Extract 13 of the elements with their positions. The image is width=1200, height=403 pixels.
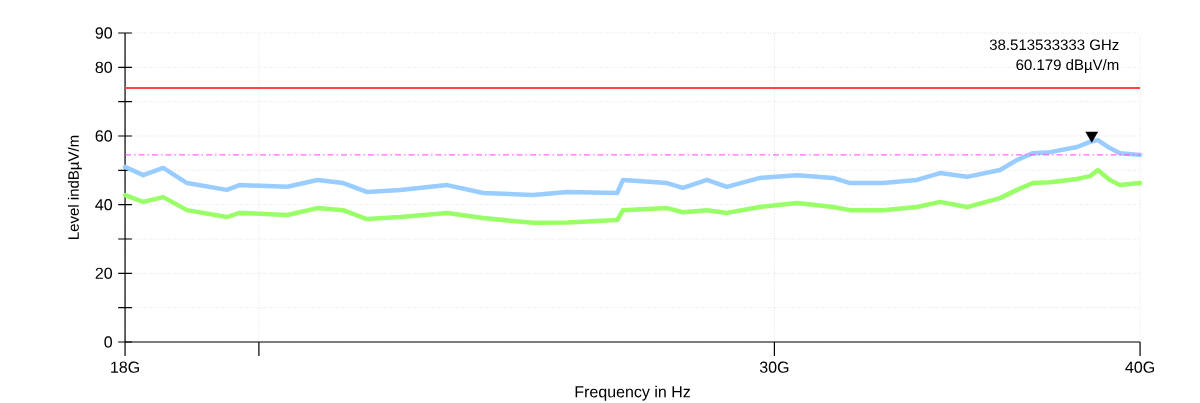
y-tick-label: 60: [95, 130, 113, 142]
y-tick-label: 90: [95, 27, 113, 39]
y-tick-label: 0: [104, 336, 113, 348]
y-tick-label: 80: [95, 61, 113, 73]
x-axis-title: Frequency in Hz: [575, 385, 690, 401]
annotation: 38.513533333 GHz: [989, 39, 1119, 51]
annotation: 60.179 dBµV/m: [1016, 59, 1119, 74]
x-tick-label: 40G: [1125, 361, 1154, 373]
y-tick-label: 40: [95, 199, 113, 211]
y-tick-label: 20: [95, 267, 113, 279]
x-tick-label: 18G: [111, 361, 139, 373]
y-axis-title: Level indBµV/m: [67, 135, 82, 239]
x-tick-label: 30G: [759, 361, 789, 373]
